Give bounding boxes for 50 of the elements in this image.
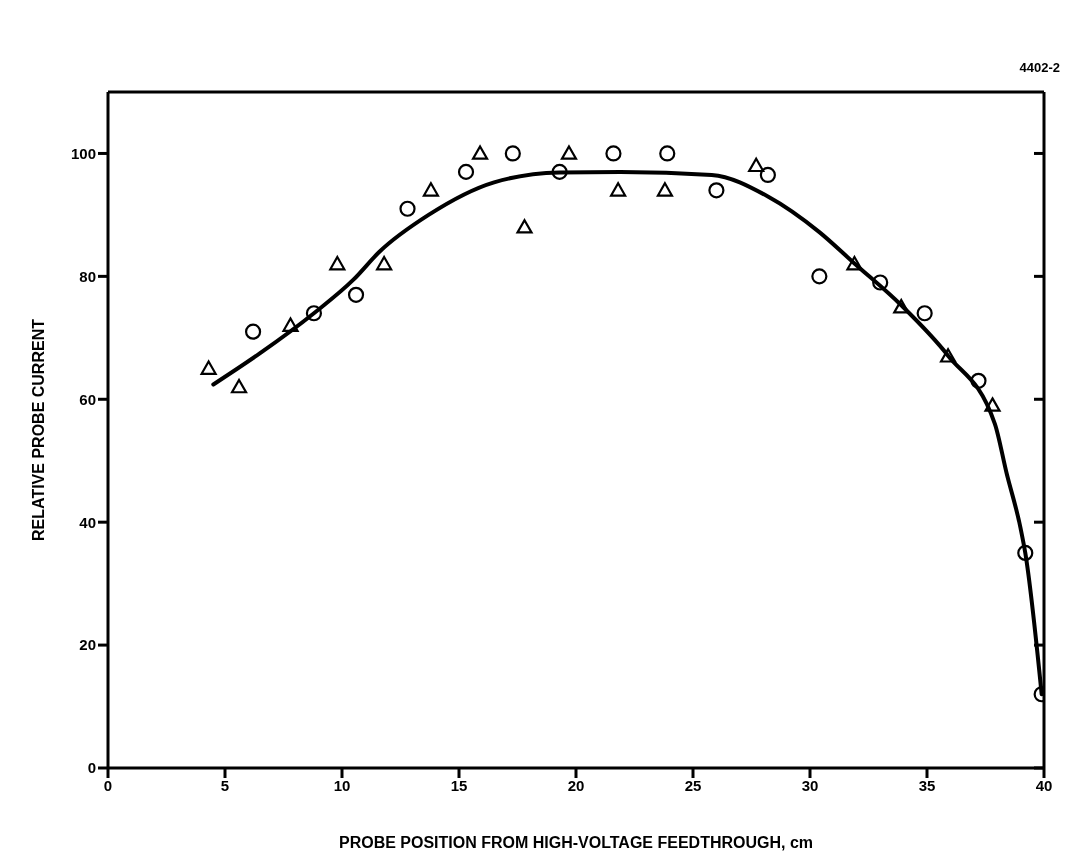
point <box>560 145 578 160</box>
point <box>610 182 627 197</box>
point <box>282 317 299 332</box>
point <box>422 182 440 197</box>
point <box>1017 544 1034 562</box>
x-axis-title: PROBE POSITION FROM HIGH-VOLTAGE FEEDTHROUGH, cm <box>338 834 814 851</box>
x-tick-label: 30 <box>801 776 819 794</box>
y-tick-label: 20 <box>79 636 96 654</box>
point <box>605 145 622 162</box>
point <box>376 255 393 271</box>
point <box>656 182 674 197</box>
point <box>347 286 365 303</box>
point <box>984 397 1001 412</box>
x-tick-label: 0 <box>103 776 113 794</box>
x-tick-label: 15 <box>450 776 468 794</box>
point <box>893 298 910 314</box>
point <box>551 163 568 180</box>
point <box>399 200 416 217</box>
x-tick-label: 5 <box>220 776 230 794</box>
point <box>659 145 676 162</box>
y-axis-title: RELATIVE PROBE CURRENT <box>29 318 47 541</box>
point <box>846 255 863 271</box>
x-tick-label: 20 <box>567 776 585 794</box>
point <box>244 323 262 340</box>
point <box>504 145 521 162</box>
point <box>230 378 248 394</box>
point <box>471 145 489 160</box>
y-tick-label: 40 <box>79 513 96 531</box>
point <box>305 305 323 322</box>
y-tick-label: 60 <box>79 390 96 408</box>
point <box>916 305 933 322</box>
point <box>329 255 346 271</box>
y-tick-label: 0 <box>87 759 96 777</box>
x-tick-label: 35 <box>918 776 936 794</box>
point <box>970 372 987 389</box>
point <box>516 219 533 234</box>
y-tick-label: 100 <box>70 144 96 162</box>
point <box>811 268 828 285</box>
x-tick-label: 40 <box>1035 776 1053 794</box>
point <box>939 348 957 363</box>
point <box>872 274 889 291</box>
point <box>200 360 217 375</box>
text: 4402-2 <box>1019 60 1060 75</box>
x-tick-label: 25 <box>684 776 702 794</box>
x-tick-label: 10 <box>333 776 351 794</box>
point <box>708 182 725 199</box>
point <box>748 157 765 173</box>
point <box>759 166 776 184</box>
y-tick-label: 80 <box>79 267 96 285</box>
point <box>457 163 475 180</box>
